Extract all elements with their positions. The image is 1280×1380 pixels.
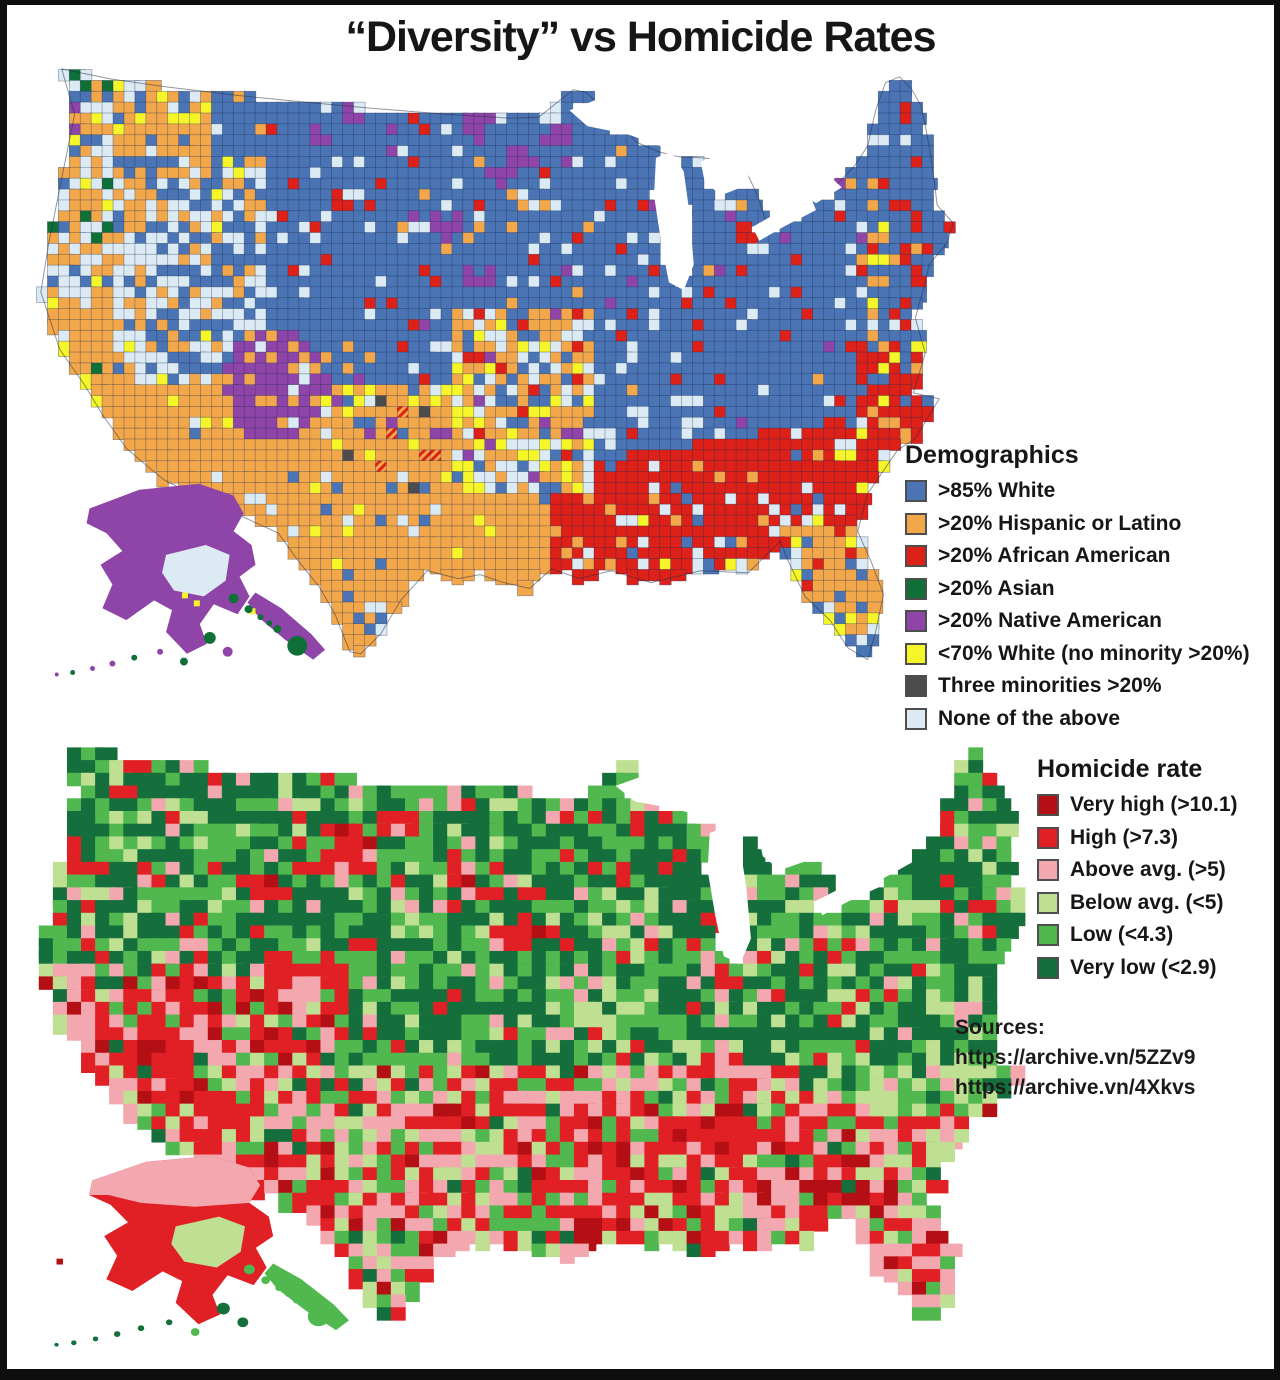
homicide-legend-items: Very high (>10.1) High (>7.3) Above avg. (…	[1037, 789, 1238, 984]
legend-swatch	[905, 577, 927, 600]
legend-item: >20% Asian	[905, 573, 1250, 606]
legend-item: >20% Hispanic or Latino	[905, 508, 1250, 541]
legend-swatch	[905, 707, 927, 730]
homicide-county-map	[38, 747, 1026, 1347]
demographics-legend: Demographics >85% White >20% Hispanic or …	[905, 441, 1250, 735]
demographics-county-map	[36, 68, 956, 677]
legend-label: None of the above	[938, 706, 1121, 730]
legend-item: Three minorities >20%	[905, 670, 1250, 703]
legend-swatch	[1037, 859, 1059, 882]
legend-label: Below avg. (<5)	[1070, 890, 1224, 914]
demographics-legend-title: Demographics	[905, 441, 1079, 469]
legend-swatch	[1037, 924, 1059, 947]
legend-swatch	[905, 610, 927, 633]
legend-swatch	[905, 512, 927, 535]
legend-item: >20% Native American	[905, 605, 1250, 638]
legend-item: Below avg. (<5)	[1037, 887, 1238, 920]
legend-label: >20% Asian	[938, 576, 1055, 600]
legend-item: Very low (<2.9)	[1037, 952, 1238, 985]
legend-label: >20% African American	[938, 544, 1171, 568]
legend-item: Very high (>10.1)	[1037, 789, 1238, 822]
source-link: https://archive.vn/5ZZv9	[955, 1046, 1196, 1069]
source-link: https://archive.vn/4Xkvs	[955, 1076, 1196, 1099]
legend-label: Three minorities >20%	[938, 674, 1162, 698]
legend-item: >85% White	[905, 475, 1250, 508]
legend-item: >20% African American	[905, 540, 1250, 573]
legend-label: >20% Hispanic or Latino	[938, 511, 1182, 535]
legend-item: None of the above	[905, 703, 1250, 736]
legend-item: <70% White (no minority >20%)	[905, 638, 1250, 671]
page-title: “Diversity” vs Homicide Rates	[345, 13, 937, 61]
legend-label: Low (<4.3)	[1070, 923, 1174, 947]
legend-label: Above avg. (>5)	[1070, 858, 1226, 882]
homicide-legend: Homicide rate Very high (>10.1) High (>7.…	[1037, 755, 1238, 984]
legend-swatch	[905, 480, 927, 503]
legend-item: High (>7.3)	[1037, 822, 1238, 855]
sources-links: https://archive.vn/5ZZv9 https://archive.…	[955, 1043, 1195, 1103]
legend-swatch	[905, 675, 927, 698]
legend-swatch	[1037, 826, 1059, 849]
sources: Sources: https://archive.vn/5ZZv9 https:/…	[955, 1013, 1195, 1103]
legend-swatch	[1037, 956, 1059, 979]
legend-label: <70% White (no minority >20%)	[938, 641, 1250, 665]
homicide-legend-title: Homicide rate	[1037, 755, 1203, 783]
legend-label: Very low (<2.9)	[1070, 955, 1217, 979]
legend-swatch	[1037, 891, 1059, 914]
legend-label: Very high (>10.1)	[1070, 793, 1238, 817]
legend-swatch	[1037, 794, 1059, 817]
sources-label: Sources:	[955, 1016, 1045, 1039]
legend-label: High (>7.3)	[1070, 825, 1178, 849]
legend-item: Low (<4.3)	[1037, 919, 1238, 952]
legend-item: Above avg. (>5)	[1037, 854, 1238, 887]
legend-label: >20% Native American	[938, 609, 1162, 633]
legend-swatch	[905, 642, 927, 665]
legend-label: >85% White	[938, 479, 1056, 503]
legend-swatch	[905, 545, 927, 568]
demographics-legend-items: >85% White >20% Hispanic or Latino >20% Af…	[905, 475, 1250, 735]
